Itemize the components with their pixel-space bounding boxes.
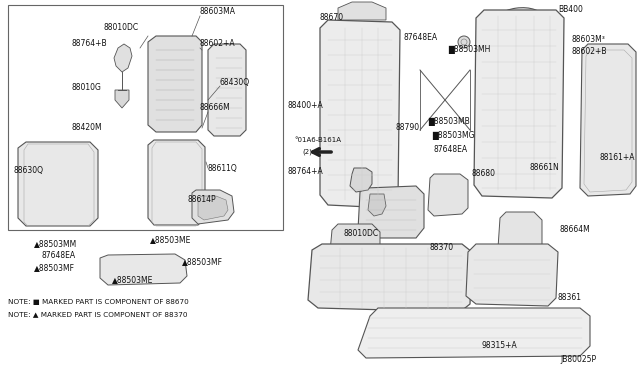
Text: 88764+B: 88764+B <box>72 39 108 48</box>
Text: 68430Q: 68430Q <box>220 77 250 87</box>
Text: 88664M: 88664M <box>560 225 591 234</box>
Bar <box>8 5 283 230</box>
Text: 88400+A: 88400+A <box>288 102 324 110</box>
Text: ▲88503ME: ▲88503ME <box>150 235 191 244</box>
Text: █88503MG: █88503MG <box>432 131 474 141</box>
Text: 87648EA: 87648EA <box>42 251 76 260</box>
Text: NOTE: ▲ MARKED PART IS COMPONENT OF 88370: NOTE: ▲ MARKED PART IS COMPONENT OF 8837… <box>8 311 188 317</box>
Text: 88764+A: 88764+A <box>288 167 324 176</box>
Text: 88602+B: 88602+B <box>572 48 607 57</box>
Polygon shape <box>350 168 372 192</box>
Text: °01A6-B161A: °01A6-B161A <box>294 137 341 143</box>
Text: 88661N: 88661N <box>530 164 560 173</box>
Ellipse shape <box>492 8 544 36</box>
Text: ▲88503MM: ▲88503MM <box>34 240 77 248</box>
Polygon shape <box>114 44 132 72</box>
Polygon shape <box>358 186 424 238</box>
Polygon shape <box>308 244 472 312</box>
Text: ▲88503ME: ▲88503ME <box>112 276 154 285</box>
Polygon shape <box>198 196 228 220</box>
Polygon shape <box>428 174 468 216</box>
Polygon shape <box>358 308 590 358</box>
Polygon shape <box>100 254 187 285</box>
Text: 98315+A: 98315+A <box>482 341 518 350</box>
Polygon shape <box>208 44 246 136</box>
Polygon shape <box>18 142 98 226</box>
Text: 88611Q: 88611Q <box>208 164 237 173</box>
Polygon shape <box>498 212 542 256</box>
Text: 88670: 88670 <box>320 13 344 22</box>
Text: 88361: 88361 <box>558 294 582 302</box>
Text: 88370: 88370 <box>430 244 454 253</box>
Polygon shape <box>466 244 558 306</box>
Text: 88666M: 88666M <box>200 103 231 112</box>
Text: 88420M: 88420M <box>72 124 102 132</box>
Polygon shape <box>115 90 129 108</box>
Polygon shape <box>474 10 564 198</box>
Text: 88010DC: 88010DC <box>104 23 139 32</box>
Polygon shape <box>338 2 386 20</box>
Text: 87648EA: 87648EA <box>434 145 468 154</box>
Text: 88161+A: 88161+A <box>600 154 636 163</box>
Polygon shape <box>580 44 636 196</box>
Text: 88010G: 88010G <box>72 83 102 93</box>
Text: 88602+A: 88602+A <box>200 39 236 48</box>
Text: █88503MH: █88503MH <box>448 45 490 55</box>
Text: 88630Q: 88630Q <box>14 166 44 174</box>
Text: 88010DC: 88010DC <box>344 230 379 238</box>
Polygon shape <box>320 20 400 208</box>
Text: 88603M³: 88603M³ <box>572 35 606 45</box>
Text: 88603MA: 88603MA <box>200 7 236 16</box>
Polygon shape <box>330 224 380 258</box>
Text: █88503MB: █88503MB <box>428 118 470 126</box>
Text: ▲88503MF: ▲88503MF <box>34 263 75 273</box>
Text: 88614P: 88614P <box>188 196 216 205</box>
Text: JB80025P: JB80025P <box>560 356 596 365</box>
Polygon shape <box>368 194 386 216</box>
Polygon shape <box>192 190 234 224</box>
Text: BB400: BB400 <box>558 6 583 15</box>
Text: 88680: 88680 <box>472 170 496 179</box>
Circle shape <box>458 36 470 48</box>
Text: 87648EA: 87648EA <box>404 33 438 42</box>
Text: 88790: 88790 <box>396 124 420 132</box>
Polygon shape <box>148 140 205 225</box>
Polygon shape <box>148 36 202 132</box>
Text: ▲88503MF: ▲88503MF <box>182 257 223 266</box>
Text: NOTE: ■ MARKED PART IS COMPONENT OF 88670: NOTE: ■ MARKED PART IS COMPONENT OF 8867… <box>8 299 189 305</box>
Ellipse shape <box>166 74 184 96</box>
Text: (2): (2) <box>302 149 312 155</box>
Ellipse shape <box>223 83 235 97</box>
